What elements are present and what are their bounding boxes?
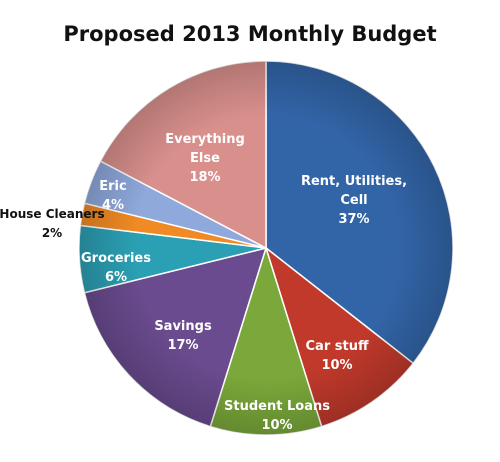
slice-name-label: Cell bbox=[340, 193, 367, 208]
slice-value-label: 10% bbox=[321, 358, 352, 373]
slice-name-label: House Cleaners bbox=[0, 207, 105, 221]
slice-name-label: Student Loans bbox=[224, 399, 330, 414]
slice-label-5: House Cleaners 2% bbox=[0, 207, 105, 240]
slice-name-label: Car stuff bbox=[306, 339, 369, 354]
slice-value-label: 6% bbox=[105, 270, 127, 285]
slice-label-4: Groceries 6% bbox=[81, 251, 151, 285]
slice-value-label: 37% bbox=[338, 212, 369, 227]
slice-value-label: 2% bbox=[42, 226, 62, 240]
slice-label-7: Everything Else 18% bbox=[165, 132, 245, 185]
slice-label-2: Student Loans 10% bbox=[224, 399, 330, 433]
slice-name-label: Everything bbox=[165, 132, 245, 147]
chart-title: Proposed 2013 Monthly Budget bbox=[63, 22, 437, 46]
slice-value-label: 17% bbox=[167, 338, 198, 353]
slice-name-label: Eric bbox=[99, 179, 126, 194]
slice-label-0: Rent, Utilities, Cell 37% bbox=[301, 174, 407, 227]
slice-value-label: 10% bbox=[261, 418, 292, 433]
slice-value-label: 18% bbox=[189, 170, 220, 185]
slice-name-label: Savings bbox=[154, 319, 212, 334]
slice-name-label: Groceries bbox=[81, 251, 151, 266]
slice-label-1: Car stuff 10% bbox=[306, 339, 369, 373]
slice-value-label: 4% bbox=[102, 198, 124, 213]
slice-label-6: Eric 4% bbox=[99, 179, 126, 213]
slice-name-label: Else bbox=[190, 151, 220, 166]
slice-label-3: Savings 17% bbox=[154, 319, 212, 353]
slice-name-label: Rent, Utilities, bbox=[301, 174, 407, 189]
